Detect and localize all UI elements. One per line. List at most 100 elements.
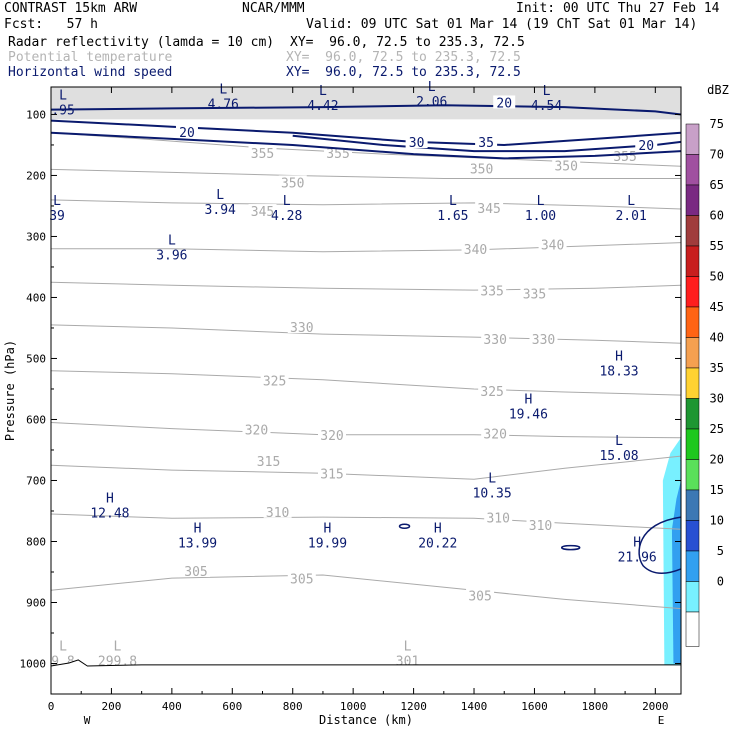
x-axis-label: Distance (km) <box>319 713 413 727</box>
theta-contour-335 <box>50 281 682 291</box>
wind-label-bg <box>405 135 428 149</box>
theta-contour-label: 325 <box>263 375 286 390</box>
colorbar-label-50: 50 <box>710 270 724 284</box>
wind-extremum-marker: L <box>283 194 291 209</box>
wind-extremum-marker: L <box>543 84 551 99</box>
wind-extremum-value: .95 <box>51 103 74 118</box>
wind-extremum-marker: H <box>633 536 641 551</box>
theta-label-bg <box>182 563 211 577</box>
theta-contour-label: 320 <box>483 428 506 443</box>
wind-extremum-marker: H <box>434 522 442 537</box>
colorbar-label-45: 45 <box>710 300 724 314</box>
wind-contour-east-cell <box>638 516 682 574</box>
x-tick-label: 1600 <box>521 700 548 713</box>
theta-contour-325 <box>50 370 682 396</box>
theta-label-bg <box>481 426 510 440</box>
theta-contour-330 <box>50 324 682 344</box>
theta-contour-label: 330 <box>483 333 506 348</box>
theta-label-bg <box>520 286 549 300</box>
colorbar-label-30: 30 <box>710 392 724 406</box>
field-label-reflectivity: Radar reflectivity (lamda = 10 cm) <box>8 35 275 50</box>
wind-contour-small-1 <box>398 523 411 529</box>
theta-contour-label: 325 <box>480 385 503 400</box>
theta-label-bg <box>254 454 283 468</box>
colorbar-swatch-60 <box>685 215 700 247</box>
y-tick-label: 700 <box>26 474 46 487</box>
x-tick-label: 1400 <box>461 700 488 713</box>
colorbar-swatch-below <box>685 611 700 647</box>
theta-label-bg <box>287 571 316 585</box>
colorbar-label-75: 75 <box>710 117 724 131</box>
x-tick-label: 600 <box>222 700 242 713</box>
y-axis-label: Pressure (hPa) <box>3 340 17 441</box>
theta-label-bg <box>287 319 316 333</box>
wind-contour-20-3 <box>50 131 682 160</box>
colorbar-label-40: 40 <box>710 331 724 345</box>
theta-label-bg <box>242 422 271 436</box>
theta-label-bg <box>478 283 507 297</box>
y-tick-label: 400 <box>26 291 46 304</box>
valid-time: Valid: 09 UTC Sat 01 Mar 14 (19 ChT Sat … <box>306 17 698 32</box>
wind-extremum-value: 3.94 <box>205 203 236 218</box>
forecast-hour: Fcst: 57 h <box>4 17 98 32</box>
wind-extremum-marker: L <box>219 82 227 97</box>
theta-label-bg <box>538 237 567 251</box>
wind-extremum-value: 1.65 <box>437 209 468 224</box>
plot-area <box>51 87 681 694</box>
wind-contour-label: 30 <box>409 136 425 151</box>
theta-label-bg <box>526 518 555 532</box>
x-tick-label: 1000 <box>340 700 367 713</box>
y-tick-label: 1000 <box>20 657 47 670</box>
wind-extremum-value: 3.96 <box>156 249 187 264</box>
wind-extremum-value: 21.96 <box>618 551 657 566</box>
theta-contour-label: 305 <box>184 565 207 580</box>
theta-contour-315 <box>50 455 682 480</box>
theta-label-bg <box>484 510 513 524</box>
theta-contour-label: 355 <box>251 147 274 162</box>
theta-label-bg <box>248 204 277 218</box>
colorbar-swatch-15 <box>685 489 700 521</box>
theta-contour-label: 320 <box>320 429 343 444</box>
wind-extremum-marker: L <box>168 234 176 249</box>
wind-extremum-value: 19.46 <box>509 407 548 422</box>
theta-contour-320 <box>50 422 682 439</box>
colorbar-label-5: 5 <box>717 544 724 558</box>
wind-extremum-value: 12.48 <box>90 507 129 522</box>
theta-contour-label: 305 <box>290 572 313 587</box>
theta-label-bg <box>552 158 581 172</box>
colorbar-label-25: 25 <box>710 422 724 436</box>
y-tick-label: 900 <box>26 596 46 609</box>
theta-extremum-marker: L <box>59 639 67 654</box>
y-tick-label: 100 <box>26 108 46 121</box>
theta-label-bg <box>529 332 558 346</box>
colorbar-swatch-45 <box>685 306 700 338</box>
colorbar-swatch-35 <box>685 367 700 399</box>
wind-extremum-marker: H <box>194 522 202 537</box>
colorbar-swatch-50 <box>685 276 700 308</box>
wind-extremum-value: 19.99 <box>308 537 347 552</box>
theta-label-bg <box>481 332 510 346</box>
east-label: E <box>658 714 665 727</box>
wind-extremum-marker: L <box>449 194 457 209</box>
colorbar-swatch-10 <box>685 520 700 552</box>
wind-extremum-value: 10.35 <box>473 487 512 502</box>
theta-contour-label: 350 <box>470 162 493 177</box>
theta-label-bg <box>263 504 292 518</box>
colorbar-label-35: 35 <box>710 361 724 375</box>
x-tick-label: 200 <box>101 700 121 713</box>
y-tick-label: 500 <box>26 352 46 365</box>
theta-extremum-marker: L <box>114 639 122 654</box>
wind-label-bg <box>475 135 498 149</box>
theta-contour-label: 330 <box>532 333 555 348</box>
field-xy-reflectivity: XY= 96.0, 72.5 to 235.3, 72.5 <box>290 35 525 50</box>
y-tick-label: 300 <box>26 230 46 243</box>
wind-extremum-marker: L <box>53 194 61 209</box>
colorbar-swatch-30 <box>685 398 700 430</box>
colorbar-label-60: 60 <box>710 209 724 223</box>
theta-contour-345 <box>50 199 682 210</box>
west-label: W <box>84 714 91 727</box>
wind-extremum-marker: L <box>216 188 224 203</box>
wind-extremum-marker: H <box>324 522 332 537</box>
wind-extremum-value: 4.76 <box>208 97 239 112</box>
theta-contour-label: 345 <box>251 205 274 220</box>
